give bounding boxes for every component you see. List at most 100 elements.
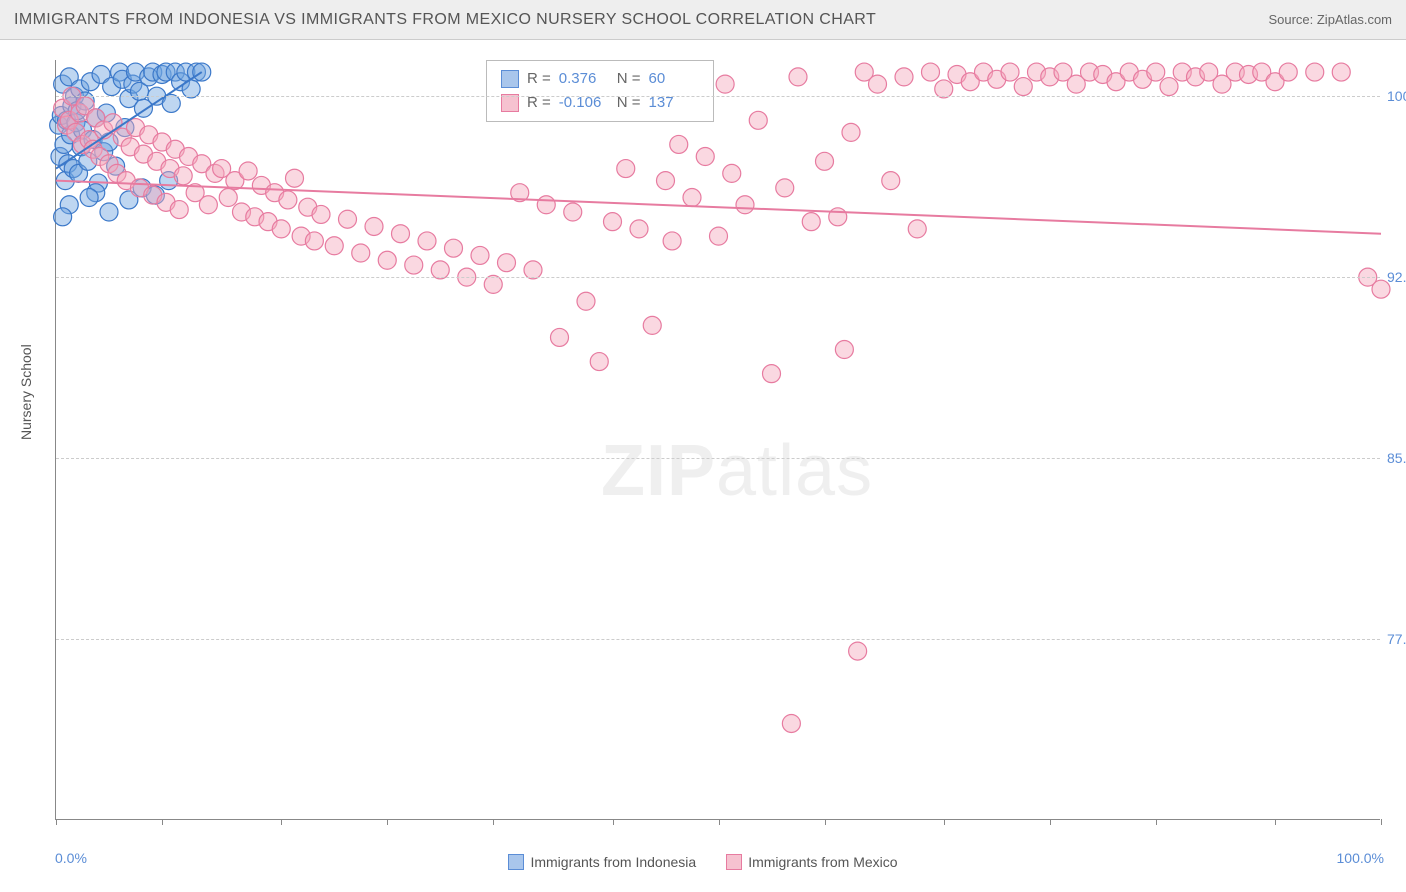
scatter-point <box>1279 63 1297 81</box>
scatter-point <box>663 232 681 250</box>
ytick-label: 85.0% <box>1387 450 1406 466</box>
scatter-point <box>378 251 396 269</box>
scatter-point <box>1306 63 1324 81</box>
scatter-point <box>498 254 516 272</box>
scatter-point <box>802 213 820 231</box>
xtick <box>719 819 720 825</box>
scatter-point <box>643 316 661 334</box>
scatter-point <box>551 328 569 346</box>
scatter-point <box>1147 63 1165 81</box>
scatter-point <box>683 189 701 207</box>
scatter-point <box>405 256 423 274</box>
xtick <box>825 819 826 825</box>
scatter-point <box>1160 78 1178 96</box>
scatter-point <box>80 189 98 207</box>
scatter-point <box>749 111 767 129</box>
legend-swatch-mexico <box>726 854 742 870</box>
scatter-point <box>736 196 754 214</box>
legend-label-mexico: Immigrants from Mexico <box>748 854 897 870</box>
xtick <box>613 819 614 825</box>
scatter-point <box>445 239 463 257</box>
xtick <box>281 819 282 825</box>
scatter-point <box>170 201 188 219</box>
scatter-point <box>710 227 728 245</box>
scatter-point <box>723 164 741 182</box>
scatter-point <box>835 341 853 359</box>
scatter-point <box>239 162 257 180</box>
scatter-point <box>816 152 834 170</box>
scatter-point <box>272 220 290 238</box>
xtick <box>944 819 945 825</box>
ytick-label: 92.5% <box>1387 269 1406 285</box>
scatter-point <box>1332 63 1350 81</box>
scatter-point <box>590 353 608 371</box>
gridline <box>56 458 1380 459</box>
scatter-point <box>219 189 237 207</box>
scatter-point <box>352 244 370 262</box>
scatter-point <box>869 75 887 93</box>
legend-item-indonesia: Immigrants from Indonesia <box>508 854 696 870</box>
scatter-point <box>577 292 595 310</box>
ytick-label: 100.0% <box>1387 88 1406 104</box>
scatter-point <box>1001 63 1019 81</box>
legend-bottom: Immigrants from Indonesia Immigrants fro… <box>0 854 1406 870</box>
yaxis-title: Nursery School <box>18 344 34 440</box>
scatter-point <box>763 365 781 383</box>
xtick <box>56 819 57 825</box>
scatter-point <box>174 167 192 185</box>
scatter-point <box>471 246 489 264</box>
scatter-point <box>392 225 410 243</box>
scatter-plot-svg <box>56 60 1380 819</box>
gridline <box>56 277 1380 278</box>
scatter-point <box>716 75 734 93</box>
gridline <box>56 639 1380 640</box>
xtick <box>387 819 388 825</box>
scatter-point <box>279 191 297 209</box>
title-bar: IMMIGRANTS FROM INDONESIA VS IMMIGRANTS … <box>0 0 1406 40</box>
stats-n1: 60 <box>649 67 699 91</box>
xtick <box>493 819 494 825</box>
scatter-point <box>286 169 304 187</box>
scatter-point <box>617 160 635 178</box>
scatter-point <box>895 68 913 86</box>
xtick <box>1156 819 1157 825</box>
scatter-point <box>789 68 807 86</box>
stats-swatch-indonesia <box>501 70 519 88</box>
stats-r2: -0.106 <box>559 91 609 115</box>
ytick-label: 77.5% <box>1387 631 1406 647</box>
scatter-point <box>657 172 675 190</box>
scatter-point <box>776 179 794 197</box>
source-label: Source: ZipAtlas.com <box>1268 12 1392 27</box>
scatter-point <box>54 208 72 226</box>
scatter-point <box>908 220 926 238</box>
scatter-point <box>339 210 357 228</box>
xtick <box>1381 819 1382 825</box>
stats-row-mexico: R = -0.106 N = 137 <box>501 91 699 115</box>
stats-n2: 137 <box>649 91 699 115</box>
legend-swatch-indonesia <box>508 854 524 870</box>
scatter-point <box>312 205 330 223</box>
legend-item-mexico: Immigrants from Mexico <box>726 854 897 870</box>
scatter-point <box>829 208 847 226</box>
stats-r1: 0.376 <box>559 67 609 91</box>
scatter-point <box>564 203 582 221</box>
scatter-point <box>882 172 900 190</box>
scatter-point <box>782 714 800 732</box>
stats-row-indonesia: R = 0.376 N = 60 <box>501 67 699 91</box>
scatter-point <box>365 217 383 235</box>
scatter-point <box>842 123 860 141</box>
chart-area: R = 0.376 N = 60 R = -0.106 N = 137 ZIPa… <box>55 60 1380 820</box>
scatter-point <box>305 232 323 250</box>
legend-label-indonesia: Immigrants from Indonesia <box>530 854 696 870</box>
scatter-point <box>696 148 714 166</box>
chart-title: IMMIGRANTS FROM INDONESIA VS IMMIGRANTS … <box>14 11 876 29</box>
scatter-point <box>849 642 867 660</box>
scatter-point <box>537 196 555 214</box>
scatter-point <box>325 237 343 255</box>
scatter-point <box>100 203 118 221</box>
stats-box: R = 0.376 N = 60 R = -0.106 N = 137 <box>486 60 714 122</box>
scatter-point <box>670 135 688 153</box>
gridline <box>56 96 1380 97</box>
scatter-point <box>630 220 648 238</box>
scatter-point <box>922 63 940 81</box>
